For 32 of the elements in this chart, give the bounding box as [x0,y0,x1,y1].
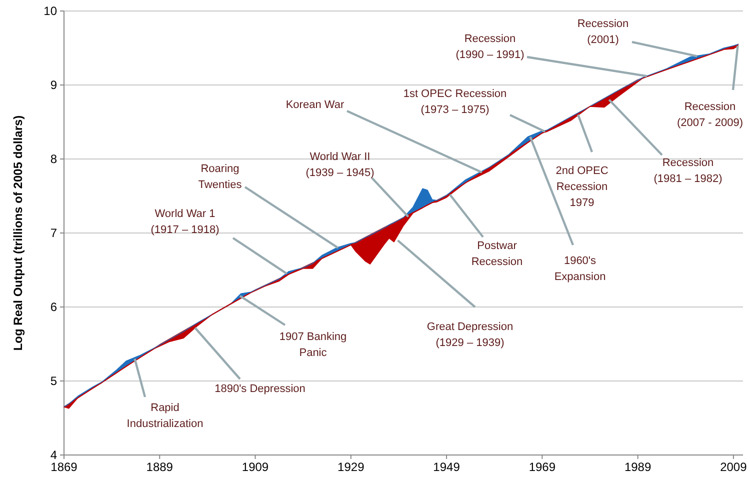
y-tick-label: 8 [50,152,58,166]
x-tick-label: 1969 [528,460,556,474]
y-axis-title: Log Real Output (trillions of 2005 dollars) [11,115,25,351]
x-tick-label: 1949 [433,460,460,474]
annotation: Roaring Twenties [198,163,242,191]
y-tick-label: 6 [50,300,58,314]
annotation: Recession (1990 – 1991) [456,33,524,61]
annotation: World War 1 (1917 – 1918) [150,208,220,236]
annotation: Korean War [286,99,344,111]
x-tick-label: 1889 [146,460,174,474]
annotation: 2nd OPEC Recession 1979 [556,165,608,209]
annotation: Recession (2007 - 2009) [676,101,744,129]
annotation: 1960's Expansion [554,255,606,283]
annotation: World War II (1939 – 1945) [306,151,374,179]
x-tick-label: 2009 [720,460,748,474]
y-tick-label: 7 [50,226,58,240]
annotation: 1st OPEC Recession (1973 – 1975) [403,88,507,116]
annotation: Great Depression (1929 – 1939) [426,321,514,349]
annotation: Rapid Industrialization [126,402,204,430]
x-tick-label: 1929 [338,460,365,474]
x-tick-label: 1989 [624,460,652,474]
annotation: Postwar Recession [471,240,523,268]
annotation: Recession (1981 – 1982) [654,157,722,185]
annotation: 1890's Depression [214,383,306,395]
y-tick-label: 5 [50,374,58,388]
y-tick-label: 4 [50,448,58,462]
x-tick-label: 1869 [50,460,78,474]
y-tick-label: 10 [44,4,58,18]
annotation: 1907 Banking Panic [279,331,347,359]
x-tick-label: 1909 [242,460,269,474]
y-tick-label: 9 [50,78,58,92]
annotation: Recession (2001) [577,18,629,46]
